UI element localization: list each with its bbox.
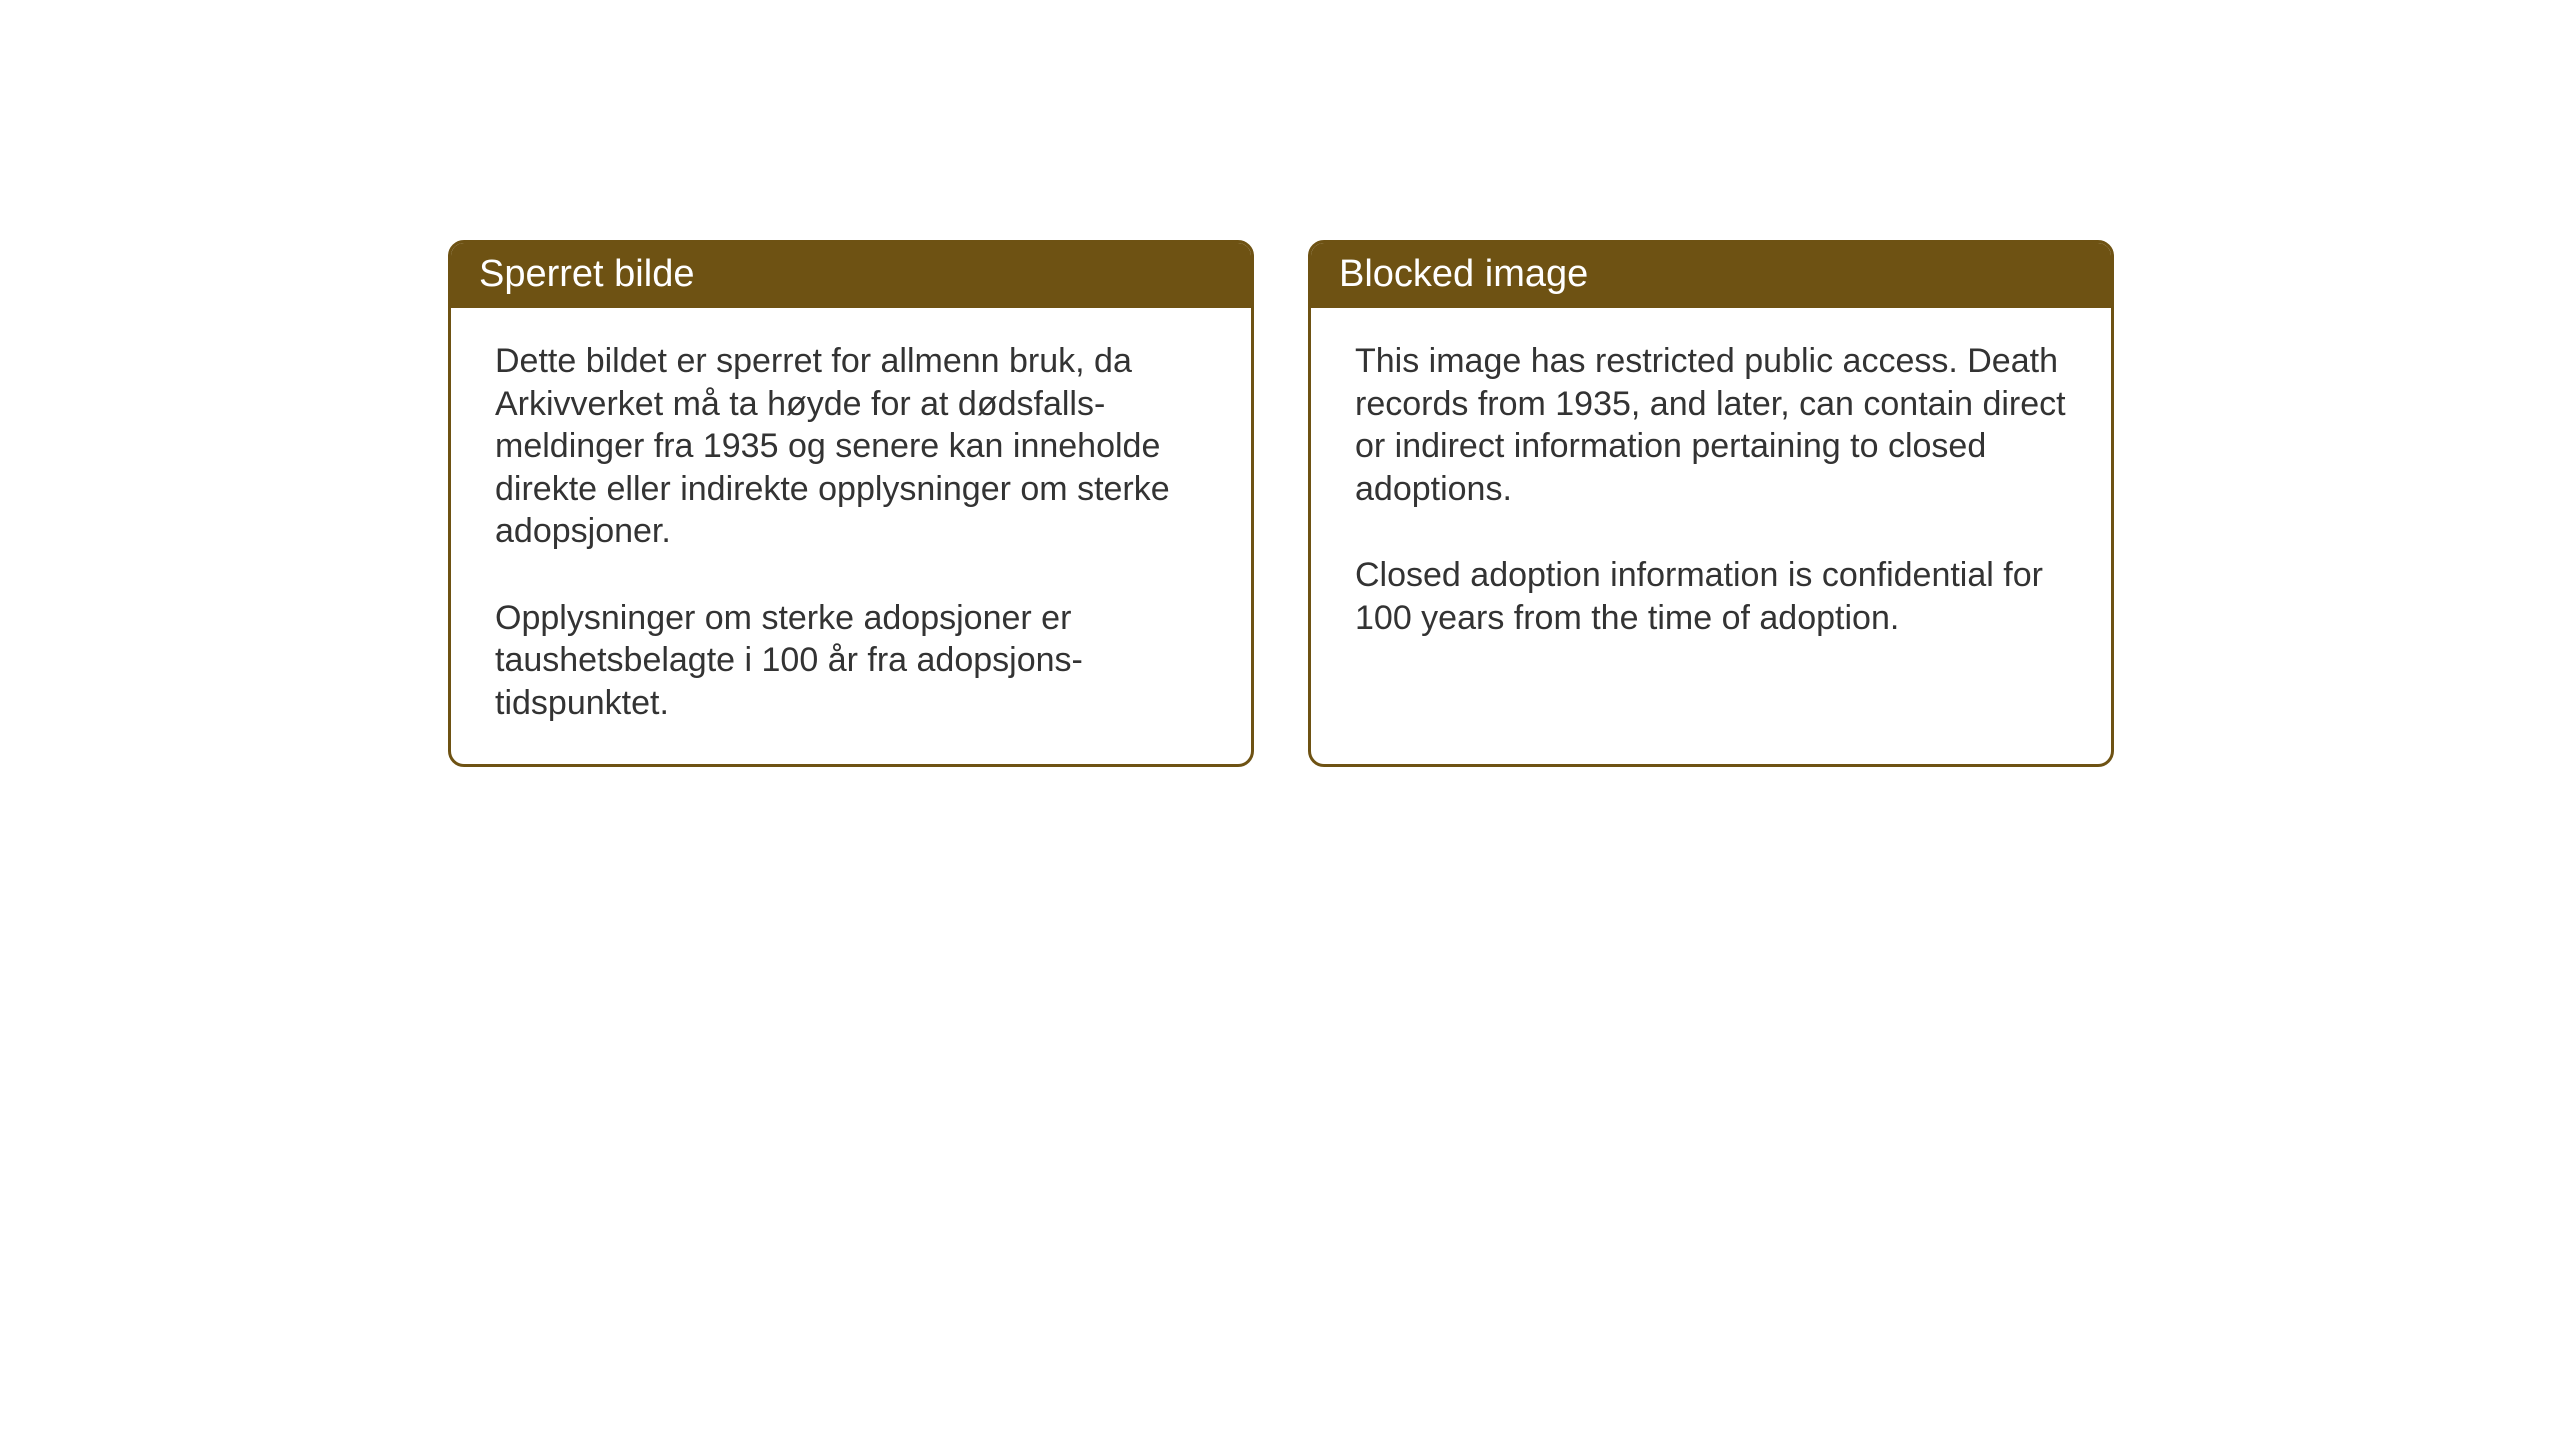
notice-title-english: Blocked image bbox=[1339, 253, 1588, 295]
notice-paragraph-1-norwegian: Dette bildet er sperret for allmenn bruk… bbox=[495, 340, 1211, 553]
notice-container: Sperret bilde Dette bildet er sperret fo… bbox=[0, 0, 2560, 767]
notice-box-english: Blocked image This image has restricted … bbox=[1308, 240, 2114, 767]
notice-paragraph-1-english: This image has restricted public access.… bbox=[1355, 340, 2071, 510]
notice-box-norwegian: Sperret bilde Dette bildet er sperret fo… bbox=[448, 240, 1254, 767]
notice-header-norwegian: Sperret bilde bbox=[451, 243, 1251, 308]
notice-body-english: This image has restricted public access.… bbox=[1311, 308, 2111, 728]
notice-header-english: Blocked image bbox=[1311, 243, 2111, 308]
notice-paragraph-2-norwegian: Opplysninger om sterke adopsjoner er tau… bbox=[495, 597, 1211, 725]
notice-paragraph-2-english: Closed adoption information is confident… bbox=[1355, 554, 2071, 639]
notice-body-norwegian: Dette bildet er sperret for allmenn bruk… bbox=[451, 308, 1251, 764]
notice-title-norwegian: Sperret bilde bbox=[479, 253, 694, 295]
